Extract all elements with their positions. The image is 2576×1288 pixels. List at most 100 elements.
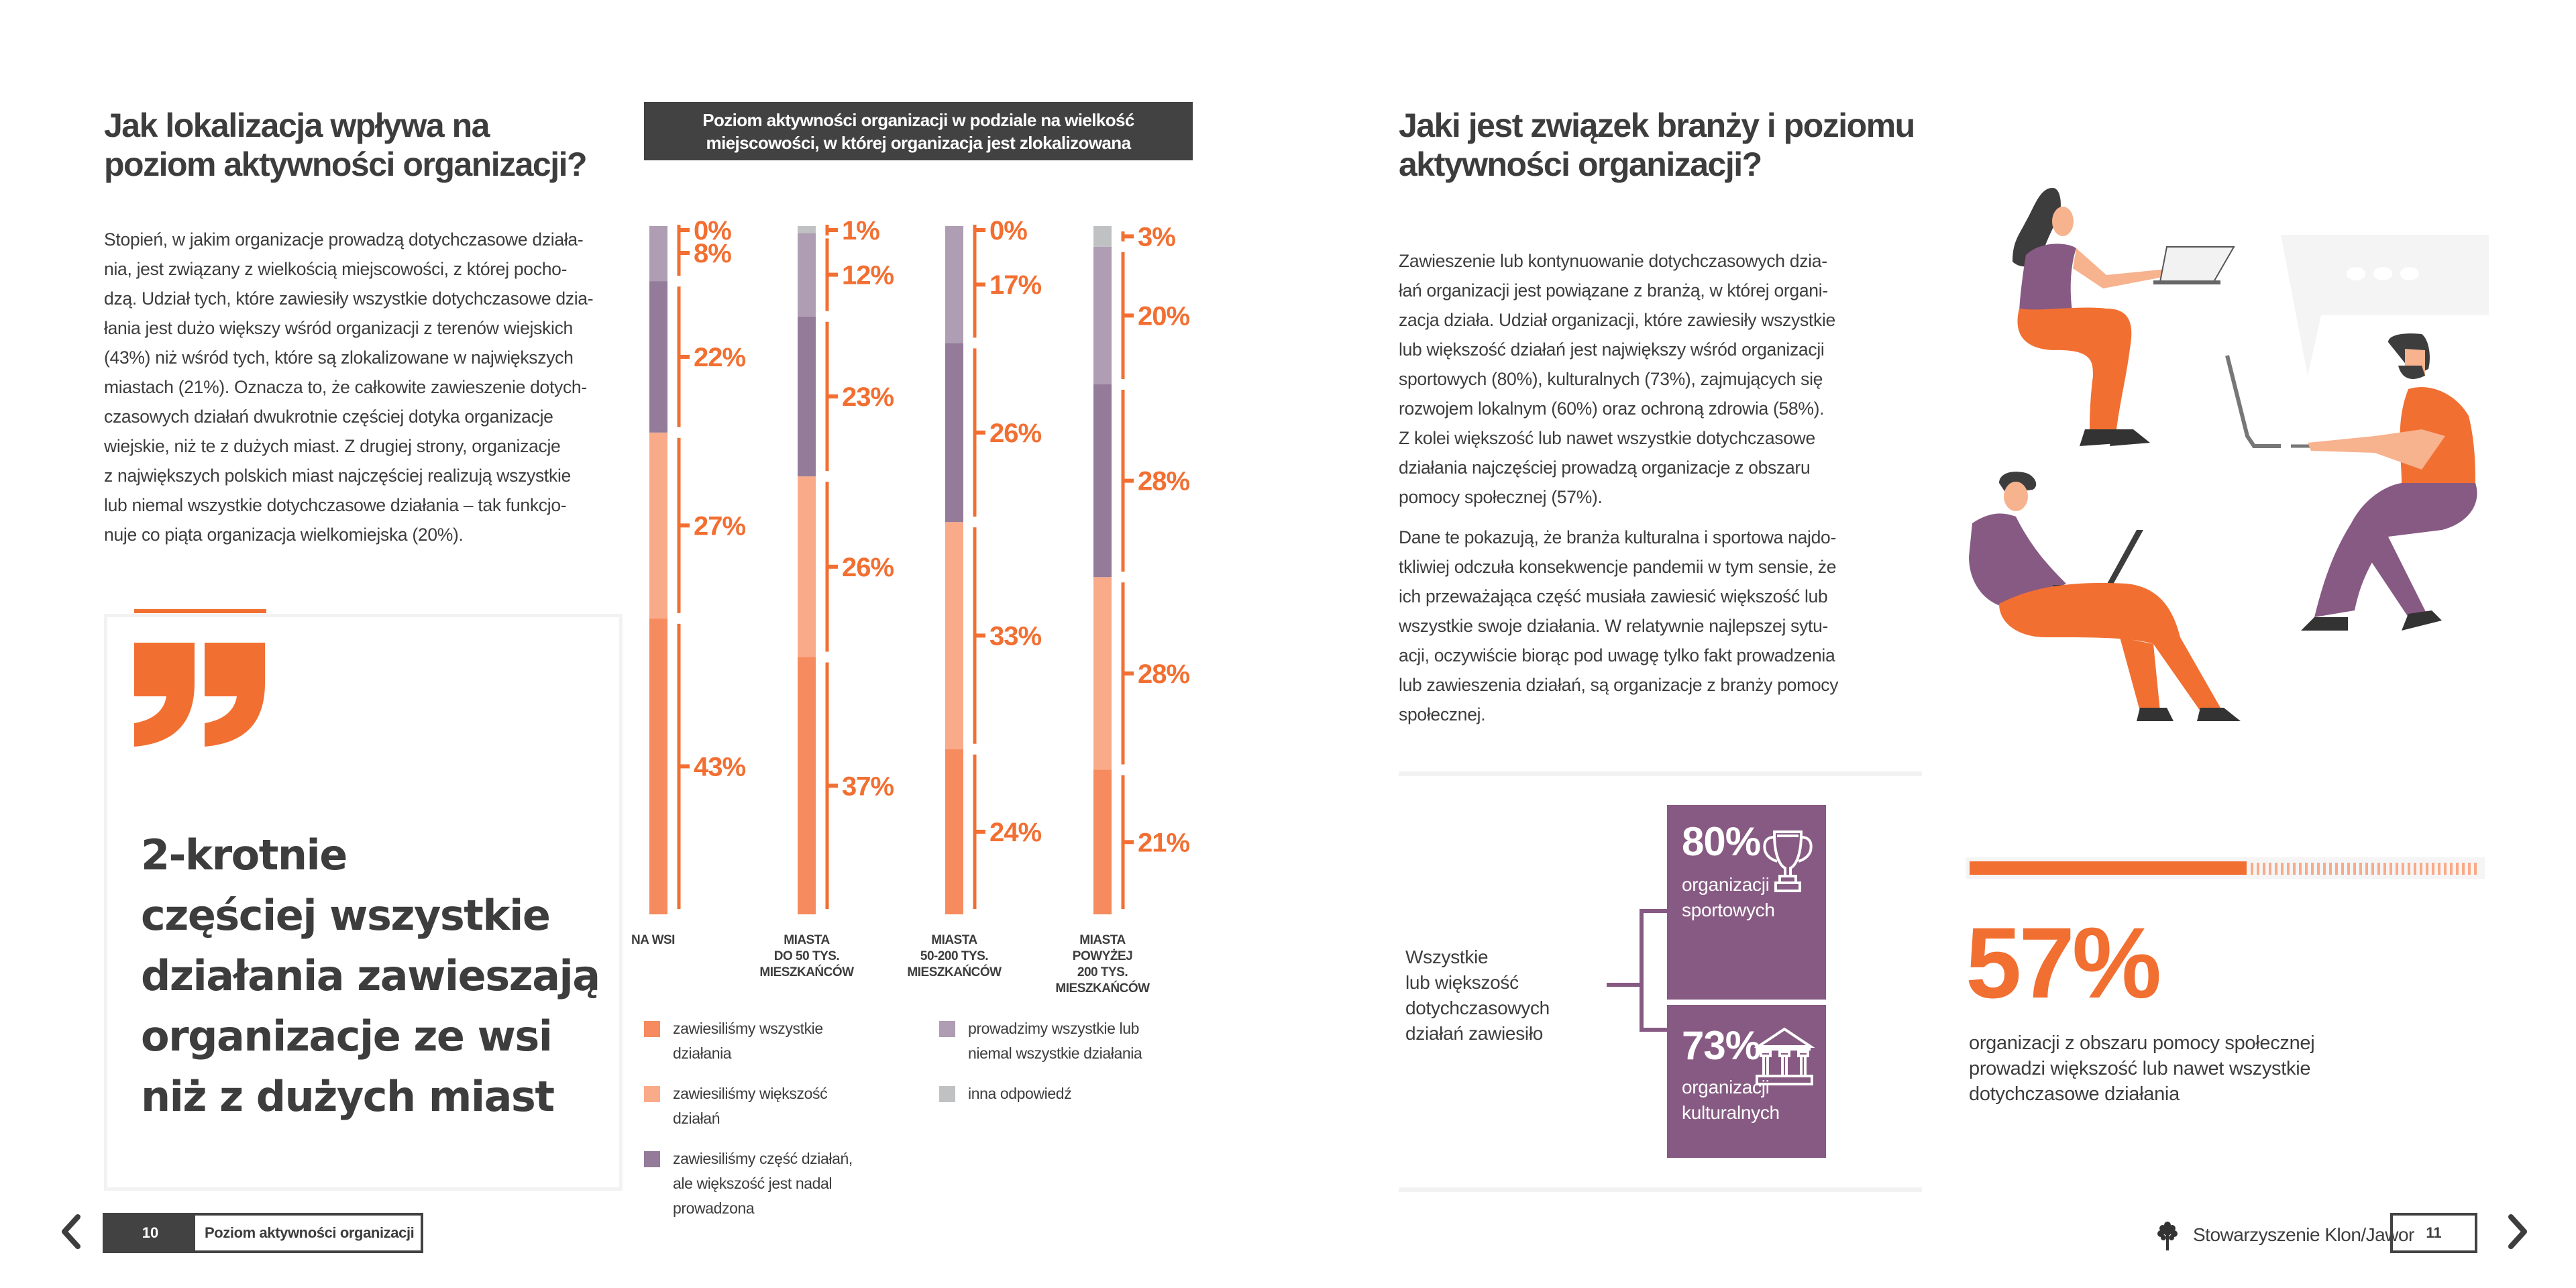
data-label: 33% <box>989 621 1041 651</box>
data-label: 26% <box>842 553 894 582</box>
data-label: 27% <box>694 511 745 541</box>
title-line: poziom aktywności organizacji? <box>104 146 588 183</box>
bar-segment <box>945 749 963 914</box>
people-with-laptops-illustration <box>1969 188 2489 721</box>
value-bracket <box>825 321 838 472</box>
value-bracket <box>973 348 985 517</box>
value-bracket <box>677 231 690 276</box>
text-line: sportowych (80%), kulturalnych (73%), za… <box>1399 369 1823 389</box>
text-line: z największych polskich miast najczęście… <box>104 466 571 486</box>
section-label: Poziom aktywności organizacji <box>195 1216 421 1250</box>
text-line: nia, jest związany z wielkością miejscow… <box>104 259 568 279</box>
stat-subtitle: organizacji kulturalnych <box>1682 1075 1780 1126</box>
bar-segment <box>649 281 667 433</box>
quote-line: częściej wszystkie <box>141 891 551 940</box>
stat-card-culture: 73% organizacji kulturalnych <box>1667 1005 1826 1158</box>
title-line: Jak lokalizacja wpływa na <box>104 107 490 144</box>
left-page-title: Jak lokalizacja wpływa na poziom aktywno… <box>104 106 588 184</box>
data-label: 24% <box>989 818 1041 847</box>
text-line: tkliwiej odczuła konsekwencje pandemii w… <box>1399 557 1837 577</box>
title-line: Jaki jest związek branży i poziomu <box>1399 107 1915 144</box>
chevron-left-icon <box>62 1214 80 1249</box>
text-line: łania jest dużo większy wśród organizacj… <box>104 318 573 338</box>
legend-label: zawiesiliśmy część działań, ale większość… <box>673 1146 853 1221</box>
caption-line: dotychczasowe działania <box>1969 1083 2180 1105</box>
value-bracket <box>825 662 838 909</box>
chevron-right-icon <box>2508 1214 2527 1249</box>
bar-segment <box>945 522 963 749</box>
stat-value: 80% <box>1682 819 1761 864</box>
bar-segment <box>945 226 963 343</box>
value-bracket <box>1121 582 1134 765</box>
text-line: (43%) niż wśród tych, które są zlokalizo… <box>104 347 574 368</box>
data-label: 22% <box>694 343 745 372</box>
text-line: pomocy społecznej (57%). <box>1399 487 1603 507</box>
quote-line: niż z dużych miast <box>141 1072 555 1121</box>
bar-segment <box>1093 577 1112 770</box>
right-page-title: Jaki jest związek branży i poziomu aktyw… <box>1399 106 1915 184</box>
text-line: ich przeważająca część musiała zawiesić … <box>1399 586 1828 606</box>
bar-segment <box>798 316 816 477</box>
data-label: 20% <box>1138 301 1189 331</box>
text-line: lub większość działań jest największy wś… <box>1399 339 1825 360</box>
quote-text: 2-krotnie częściej wszystkie działania z… <box>141 825 610 1127</box>
category-label-line: 200 TYS. <box>1077 965 1128 979</box>
highlight-caption: organizacji z obszaru pomocy społecznej … <box>1969 1030 2438 1107</box>
label-line: Wszystkie <box>1405 947 1489 967</box>
quote-mark-icon <box>134 643 265 747</box>
value-bracket <box>973 754 985 909</box>
right-body-text: Zawieszenie lub kontynuowanie dotychczas… <box>1399 246 1935 740</box>
bracket-label: Wszystkie lub większość dotychczasowych … <box>1405 945 1550 1046</box>
value-bracket <box>973 527 985 744</box>
museum-building-icon <box>1754 1027 1815 1085</box>
organization-name: Stowarzyszenie Klon/Jawor <box>2193 1224 2414 1245</box>
bar-segment <box>1093 769 1112 914</box>
data-label: 26% <box>989 419 1041 448</box>
value-bracket <box>677 437 690 613</box>
category-label-line: MIASTA <box>931 933 977 947</box>
next-page-button[interactable] <box>2506 1213 2530 1257</box>
bar-segment <box>798 476 816 657</box>
bar-segment <box>945 343 963 523</box>
data-label: 28% <box>1138 659 1189 689</box>
value-bracket <box>677 623 690 909</box>
caption-line: prowadzi większość lub nawet wszystkie <box>1969 1058 2311 1079</box>
data-label: 3% <box>1138 222 1175 252</box>
data-label: 23% <box>842 382 894 412</box>
bar-segment <box>649 618 667 914</box>
category-label-line: DO 50 TYS. <box>773 949 840 963</box>
legend-item: zawiesiliśmy część działań, ale większość… <box>644 1146 853 1221</box>
prev-page-button[interactable] <box>59 1213 83 1257</box>
legend-label-line: działania <box>673 1044 732 1062</box>
data-label: 21% <box>1138 828 1189 857</box>
bracket-connector <box>1607 909 1667 1032</box>
stat-card-sport: 80% organizacji sportowych <box>1667 805 1826 1000</box>
data-label: 0% <box>694 216 731 246</box>
text-line: Dane te pokazują, że branża kulturalna i… <box>1399 527 1836 547</box>
left-body-text: Stopień, w jakim organizacje prowadzą do… <box>104 225 627 549</box>
subtitle-line: organizacji <box>1682 874 1770 895</box>
legend-swatch <box>644 1021 660 1037</box>
bar-segment <box>1093 226 1112 247</box>
quote-line: organizacje ze wsi <box>141 1012 553 1061</box>
category-label-line: MIESZKAŃCÓW <box>1055 981 1150 996</box>
legend-label-line: prowadzimy wszystkie lub <box>968 1020 1139 1037</box>
category-label-line: POWYŻEJ <box>1072 949 1133 963</box>
paragraph: Dane te pokazują, że branża kulturalna i… <box>1399 523 1935 729</box>
chart-title: Poziom aktywności organizacji w podziale… <box>644 102 1193 160</box>
text-line: Z kolei większość lub nawet wszystkie do… <box>1399 428 1815 448</box>
progress-bar-fill <box>1970 861 2247 875</box>
category-label-line: MIASTA <box>784 933 830 947</box>
text-line: lub niemal wszystkie dotychczasowe dział… <box>104 495 567 515</box>
bearded-man-figure <box>2301 333 2477 631</box>
organization-credit: Stowarzyszenie Klon/Jawor <box>2157 1220 2414 1250</box>
bar-segment <box>798 233 816 317</box>
category-label-line: MIASTA <box>1079 933 1126 947</box>
text-line: lub zawieszenia działań, są organizacje … <box>1399 675 1839 695</box>
bar-segment <box>798 657 816 914</box>
label-line: dotychczasowych <box>1405 998 1550 1018</box>
quote-line: 2-krotnie <box>141 830 347 879</box>
data-label: 12% <box>842 261 894 290</box>
text-line: czasowych działań dwukrotnie częściej do… <box>104 407 553 427</box>
legend-label-line: zawiesiliśmy wszystkie <box>673 1020 823 1037</box>
